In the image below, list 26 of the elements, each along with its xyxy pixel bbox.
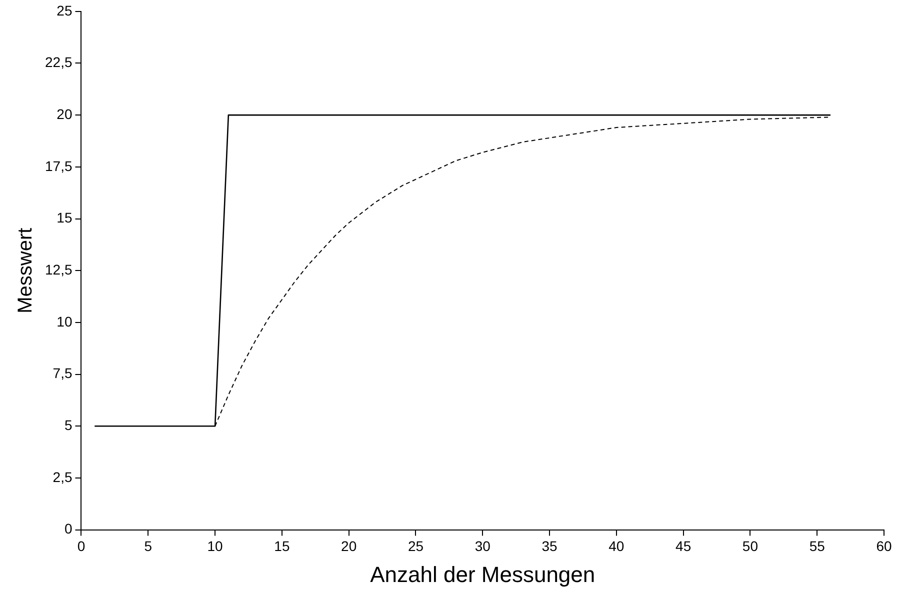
x-tick-label: 0 [77,538,86,554]
y-tick-label: 2,5 [52,468,72,485]
y-tick-label: 15 [56,210,72,226]
x-tick-label: 15 [274,538,290,554]
x-tick-label: 50 [742,538,758,554]
x-tick-label: 25 [408,538,424,554]
y-tick-label: 10 [56,313,72,330]
y-tick-label: 20 [56,106,72,122]
x-tick-label: 10 [207,538,224,554]
x-tick-label: 45 [676,538,692,554]
x-tick-label: 20 [341,538,357,554]
y-tick-label: 22,5 [45,54,72,70]
x-tick-label: 60 [876,538,892,554]
x-axis-title: Anzahl der Messungen [370,562,596,587]
y-tick-label: 0 [64,520,72,537]
y-tick-label: 7,5 [52,365,72,382]
y-tick-label: 5 [64,416,72,433]
x-tick-label: 40 [608,538,624,554]
y-tick-label: 12,5 [45,261,72,278]
x-tick-label: 5 [144,538,152,554]
y-tick-label: 17,5 [45,158,72,174]
x-tick-label: 35 [542,538,558,554]
x-tick-label: 55 [809,538,826,554]
y-axis-title: Messwert [14,227,37,314]
x-tick-label: 30 [474,538,491,554]
y-tick-label: 25 [56,2,72,18]
